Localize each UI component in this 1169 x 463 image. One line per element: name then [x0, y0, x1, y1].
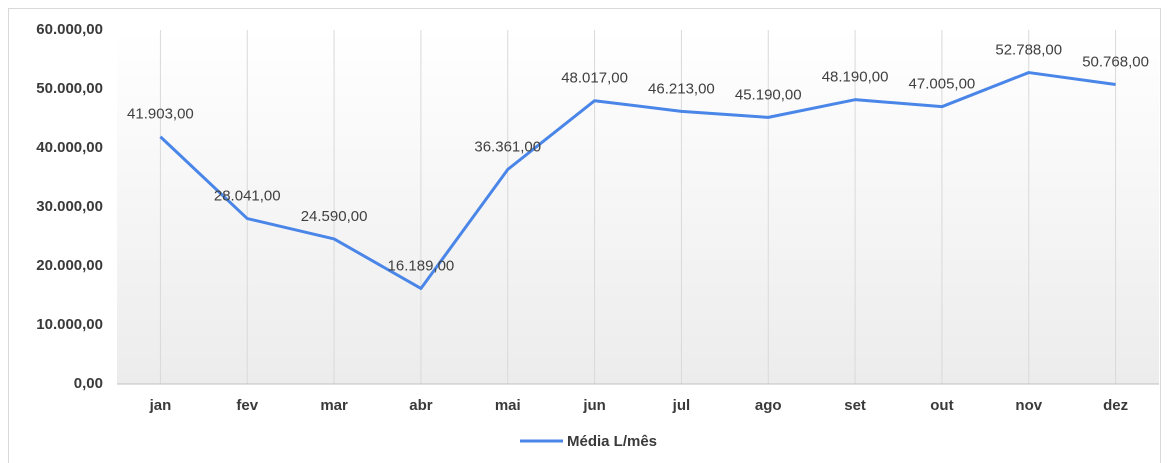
data-label: 45.190,00 [735, 86, 802, 103]
x-tick-label: mar [320, 397, 348, 414]
x-tick-label: nov [1015, 397, 1042, 414]
y-tick-label: 20.000,00 [36, 257, 103, 274]
y-tick-label: 30.000,00 [36, 198, 103, 215]
data-label: 24.590,00 [301, 208, 368, 225]
data-label: 41.903,00 [127, 106, 194, 123]
series-line [159, 71, 1116, 290]
data-label: 16.189,00 [388, 257, 455, 274]
x-tick-label: jan [149, 397, 172, 414]
y-tick-label: 0,00 [74, 375, 103, 392]
x-tick-label: abr [409, 397, 433, 414]
x-tick-label: jun [582, 397, 606, 414]
data-label: 50.768,00 [1082, 53, 1149, 70]
data-label: 52.788,00 [995, 42, 1062, 59]
x-tick-label: dez [1103, 397, 1128, 414]
y-tick-label: 50.000,00 [36, 80, 103, 97]
y-tick-label: 40.000,00 [36, 139, 103, 156]
x-tick-label: ago [755, 397, 782, 414]
x-tick-label: jul [672, 397, 691, 414]
legend-label: Média L/mês [567, 433, 657, 450]
y-tick-label: 10.000,00 [36, 316, 103, 333]
data-label: 28.041,00 [214, 188, 281, 205]
y-tick-label: 60.000,00 [36, 21, 103, 38]
x-tick-label: set [844, 397, 866, 414]
data-label: 47.005,00 [909, 76, 976, 93]
x-tick-label: out [930, 397, 953, 414]
x-tick-label: fev [236, 397, 258, 414]
data-label: 36.361,00 [474, 138, 541, 155]
data-label: 48.017,00 [561, 70, 628, 87]
data-label: 48.190,00 [822, 69, 889, 86]
data-label: 46.213,00 [648, 80, 715, 97]
x-tick-label: mai [495, 397, 521, 414]
